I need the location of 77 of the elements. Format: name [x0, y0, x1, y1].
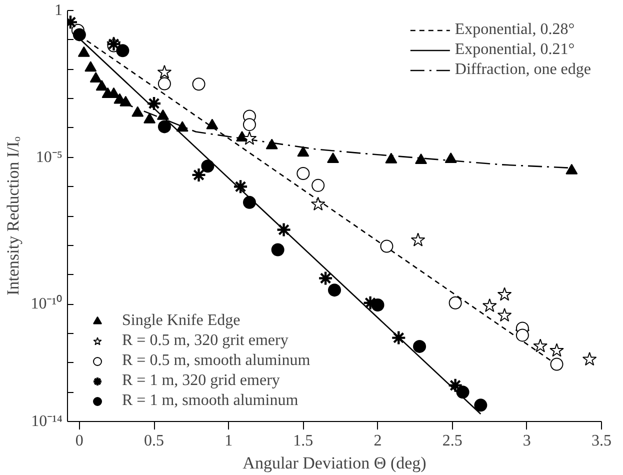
point: [232, 179, 248, 194]
point: [497, 287, 512, 301]
legend-label: Single Knife Edge: [122, 312, 240, 330]
x-tick-label: 0.5: [144, 432, 164, 450]
x-tick-label: 3.5: [592, 432, 612, 450]
point: [482, 298, 497, 312]
point: [410, 232, 426, 246]
point: [296, 167, 310, 180]
point: [444, 152, 457, 164]
point: [516, 328, 529, 342]
x-tick-label: 1.5: [293, 432, 314, 450]
point: [413, 340, 426, 353]
point: [96, 80, 108, 91]
x-tick-label: 2: [374, 432, 382, 450]
point: [380, 240, 394, 253]
point: [371, 298, 384, 312]
point: [448, 296, 462, 310]
point: [550, 358, 564, 371]
point: [566, 164, 578, 174]
point: [144, 112, 156, 124]
y-tick-label: 10⁻⁵: [36, 148, 62, 166]
point: [158, 77, 171, 90]
point: [276, 222, 292, 238]
point: [448, 378, 463, 393]
point: [191, 167, 206, 183]
point: [391, 330, 406, 346]
point: [310, 196, 326, 210]
point: [78, 46, 90, 57]
point: [146, 96, 162, 112]
legend-label: Diffraction, one edge: [454, 61, 591, 79]
point: [201, 160, 214, 173]
point: [550, 343, 564, 357]
point: [242, 118, 256, 132]
point: [271, 243, 284, 256]
point: [242, 196, 256, 209]
point: [266, 138, 278, 150]
point: [533, 338, 548, 352]
x-tick-label: 3: [522, 432, 531, 450]
y-tick-label: 1: [54, 2, 62, 19]
point: [176, 121, 188, 132]
point: [158, 120, 171, 134]
point: [312, 178, 325, 192]
point: [474, 398, 488, 412]
point: [497, 308, 512, 322]
point: [192, 78, 206, 91]
point: [84, 61, 97, 72]
y-axis-title: Intensity Reduction I/Iₒ: [4, 136, 23, 296]
point: [90, 72, 102, 83]
legend-label: Exponential, 0.21°: [454, 41, 575, 59]
point: [415, 153, 428, 164]
point: [582, 352, 597, 366]
point: [456, 386, 470, 399]
legend-label: R = 1 m, smooth aluminum: [122, 392, 298, 410]
x-axis-title: Angular Deviation Θ (deg): [242, 454, 426, 472]
point: [157, 64, 172, 79]
point: [132, 106, 144, 117]
point: [327, 152, 340, 164]
legend-label: R = 1 m, 320 grid emery: [122, 372, 280, 390]
point: [297, 146, 310, 157]
point: [328, 284, 341, 297]
x-tick-label: 1: [224, 432, 233, 450]
legend-label: R = 0.5 m, 320 grit emery: [122, 332, 288, 350]
point: [206, 118, 218, 130]
point: [116, 44, 130, 58]
y-tick-label: 10⁻¹⁰: [30, 294, 62, 313]
x-tick-label: 2.5: [442, 432, 462, 450]
y-tick-label: 10⁻¹⁴: [31, 413, 63, 430]
legend-label: R = 0.5 m, smooth aluminum: [122, 352, 310, 370]
point: [242, 131, 257, 145]
point: [120, 96, 132, 106]
point: [362, 295, 378, 310]
legend-label: Exponential, 0.28°: [454, 21, 575, 39]
point: [318, 270, 334, 286]
x-tick-label: 0: [75, 432, 84, 450]
point: [385, 152, 398, 164]
point: [156, 109, 169, 120]
point: [72, 28, 86, 42]
